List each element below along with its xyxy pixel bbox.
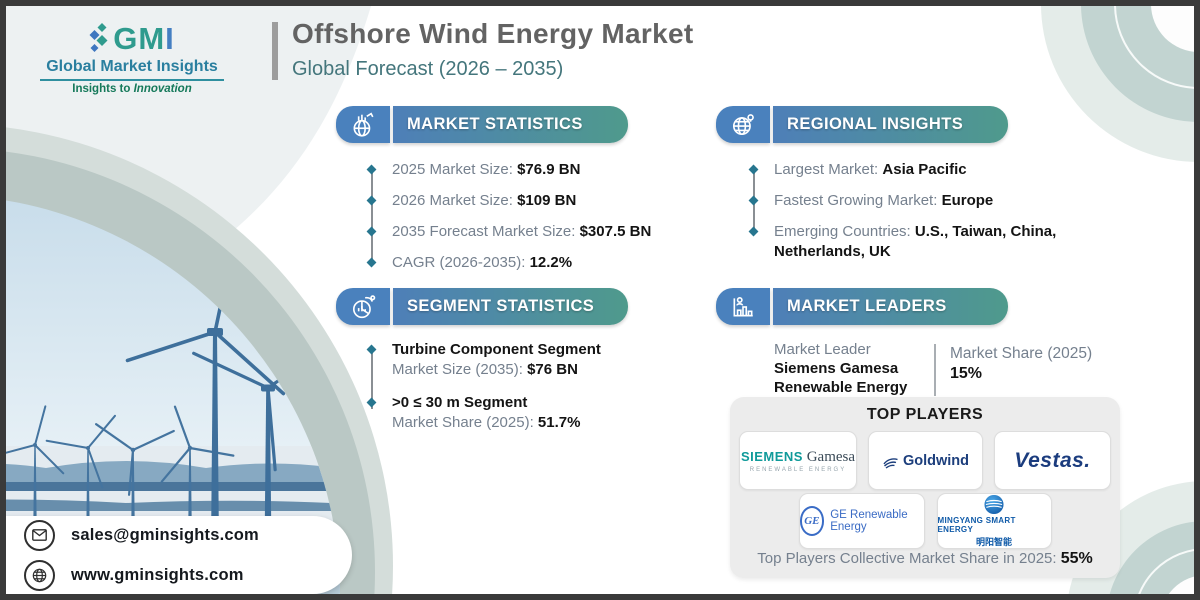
pie-chart-icon (336, 288, 390, 325)
contact-website[interactable]: www.gminsights.com (71, 565, 244, 584)
gmi-monogram: GMI (113, 21, 175, 56)
ge-renewable-energy-logo: GE GE Renewable Energy (798, 493, 925, 549)
goldwind-wind-icon (883, 457, 898, 469)
segment-statistics-title: SEGMENT STATISTICS (393, 288, 628, 325)
segment-statistics-list: Turbine Component Segment Market Size (2… (368, 340, 658, 433)
top-players-box: TOP PLAYERS SIEMENS Gamesa RENEWABLE ENE… (730, 397, 1120, 578)
vestas-logo: Vestas. (994, 431, 1111, 490)
ge-monogram-icon: GE (799, 506, 825, 536)
globe-chart-icon (336, 106, 390, 143)
leader-podium-icon (716, 288, 770, 325)
siemens-gamesa-logo: SIEMENS Gamesa RENEWABLE ENERGY (739, 431, 857, 490)
contact-email[interactable]: sales@gminsights.com (71, 525, 259, 544)
gmi-logo: GMI Global Market Insights Insights to I… (32, 22, 232, 95)
market-leader-block: Market Leader Siemens Gamesa Renewable E… (774, 341, 908, 396)
list-item: CAGR (2026-2035): 12.2% (368, 253, 658, 273)
mingyang-smart-energy-logo: MINGYANG SMART ENERGY 明阳智能 (936, 493, 1052, 549)
list-item: Turbine Component Segment Market Size (2… (368, 340, 658, 380)
contact-website-row[interactable]: www.gminsights.com (24, 559, 352, 591)
top-players-title: TOP PLAYERS (866, 406, 984, 423)
top-right-rings (1041, 6, 1194, 162)
timeline-rail (370, 353, 373, 409)
leader-divider (934, 344, 936, 396)
email-icon (24, 519, 55, 551)
title-accent-bar (272, 22, 278, 80)
globe-pin-icon (716, 106, 770, 143)
market-statistics-title: MARKET STATISTICS (393, 106, 628, 143)
contact-email-row[interactable]: sales@gminsights.com (24, 519, 352, 551)
market-statistics-list: 2025 Market Size: $76.9 BN 2026 Market S… (368, 160, 658, 273)
logo-tagline: Insights to Innovation (72, 83, 192, 95)
page-title: Offshore Wind Energy Market (292, 18, 694, 49)
list-item: Fastest Growing Market: Europe (750, 191, 1132, 211)
list-item: Largest Market: Asia Pacific (750, 160, 1132, 180)
list-item: 2035 Forecast Market Size: $307.5 BN (368, 222, 658, 242)
regional-insights-title: REGIONAL INSIGHTS (773, 106, 1008, 143)
segment-statistics-banner: SEGMENT STATISTICS (336, 288, 628, 325)
contact-card: sales@gminsights.com www.gminsights.com (6, 516, 352, 594)
top-players-footer: Top Players Collective Market Share in 2… (757, 550, 1093, 567)
website-globe-icon (24, 559, 55, 591)
leader-name: Siemens Gamesa Renewable Energy (774, 360, 908, 396)
timeline-rail (370, 172, 373, 264)
market-leaders-banner: MARKET LEADERS (716, 288, 1008, 325)
list-item: 2025 Market Size: $76.9 BN (368, 160, 658, 180)
page-subtitle: Global Forecast (2026 – 2035) (292, 58, 564, 80)
logo-divider (40, 79, 224, 81)
market-share-value: 15% (950, 365, 983, 382)
gmi-diamonds-icon (89, 23, 108, 52)
regional-insights-list: Largest Market: Asia Pacific Fastest Gro… (750, 160, 1132, 262)
goldwind-logo: Goldwind (867, 431, 983, 490)
list-item: 2026 Market Size: $109 BN (368, 191, 658, 211)
logo-company-name: Global Market Insights (46, 58, 218, 75)
market-statistics-banner: MARKET STATISTICS (336, 106, 628, 143)
list-item: Emerging Countries: U.S., Taiwan, China,… (750, 222, 1132, 262)
regional-insights-banner: REGIONAL INSIGHTS (716, 106, 1008, 143)
market-share-block: Market Share (2025) 15% (950, 345, 1093, 382)
market-leaders-title: MARKET LEADERS (773, 288, 1008, 325)
list-item: >0 ≤ 30 m Segment Market Share (2025): 5… (368, 393, 658, 433)
mingyang-sphere-icon (984, 494, 1004, 515)
